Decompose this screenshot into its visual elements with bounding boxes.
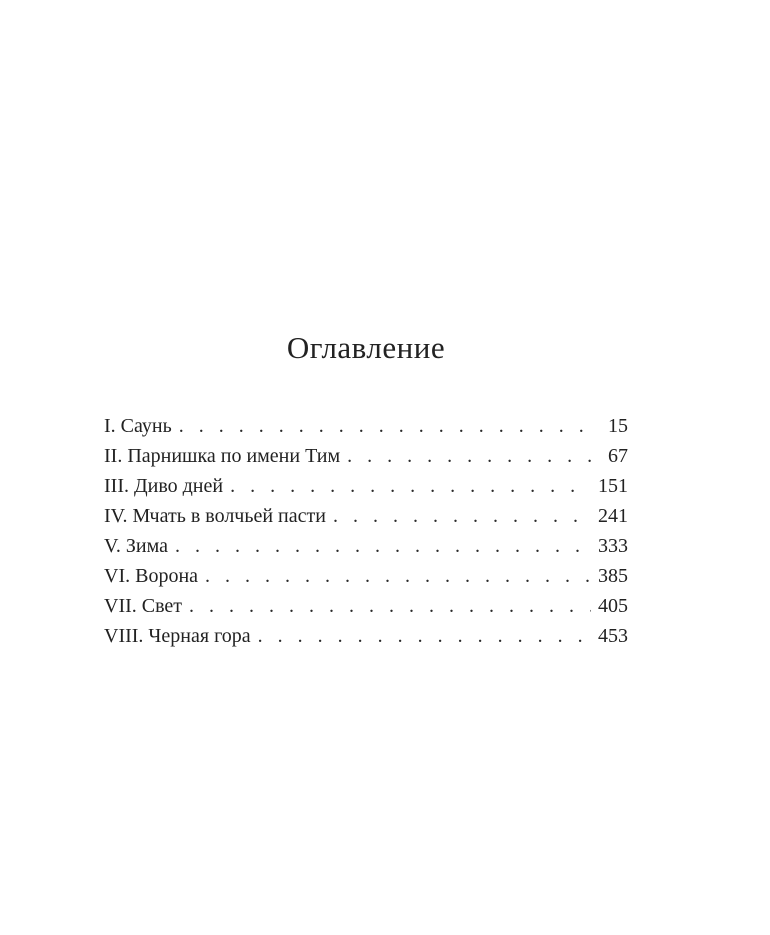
toc-entry-page: 453 [598, 625, 628, 647]
toc-entry: VI. Ворона 385 [104, 561, 628, 591]
toc-entry: II. Парнишка по имени Тим 67 [104, 441, 628, 471]
dot-leader [189, 591, 591, 621]
toc-entry-title: V. Зима [104, 535, 168, 557]
toc-content: Оглавление I. Саунь 15 II. Парнишка по и… [104, 0, 628, 651]
toc-entry: IV. Мчать в волчьей пасти 241 [104, 501, 628, 531]
toc-entry-page: 151 [598, 475, 628, 497]
toc-entry: VII. Свет 405 [104, 591, 628, 621]
toc-entry-page: 385 [598, 565, 628, 587]
toc-entry-title: II. Парнишка по имени Тим [104, 445, 341, 467]
dot-leader [175, 531, 591, 561]
toc-entry-page: 15 [608, 415, 628, 437]
toc-entry: V. Зима 333 [104, 531, 628, 561]
toc-entry: I. Саунь 15 [104, 411, 628, 441]
toc-entry-title: I. Саунь [104, 415, 172, 437]
toc-entry-title: VI. Ворона [104, 565, 199, 587]
toc-entry: VIII. Черная гора 453 [104, 621, 628, 651]
dot-leader [347, 441, 591, 471]
dot-leader [230, 471, 591, 501]
toc-entry-page: 405 [598, 595, 628, 617]
toc-entry: III. Диво дней 151 [104, 471, 628, 501]
dot-leader [179, 411, 591, 441]
toc-entry-title: VII. Свет [104, 595, 183, 617]
toc-entry-page: 67 [608, 445, 628, 467]
toc-entry-title: III. Диво дней [104, 475, 224, 497]
toc-entry-title: IV. Мчать в волчьей пасти [104, 505, 326, 527]
dot-leader [205, 561, 591, 591]
page-title: Оглавление [286, 330, 446, 365]
toc-entry-title: VIII. Черная гора [104, 625, 251, 647]
dot-leader [333, 501, 591, 531]
toc-entry-page: 241 [598, 505, 628, 527]
dot-leader [258, 621, 591, 651]
toc-list: I. Саунь 15 II. Парнишка по имени Тим 67… [104, 411, 628, 651]
toc-entry-page: 333 [598, 535, 628, 557]
